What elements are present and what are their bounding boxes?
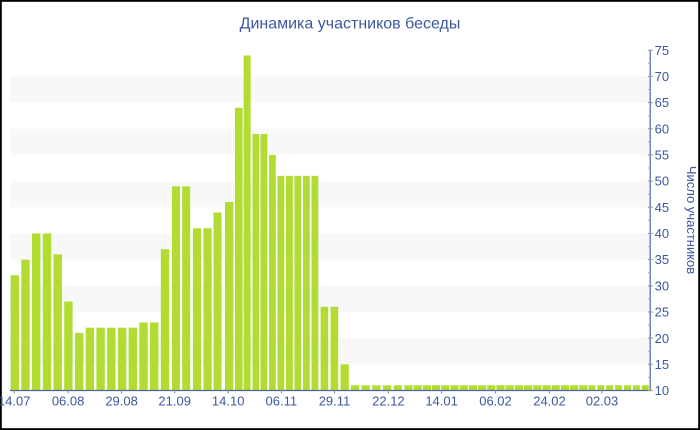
svg-text:29.11: 29.11 (319, 394, 351, 409)
svg-text:70: 70 (655, 69, 669, 84)
svg-text:20: 20 (655, 331, 669, 346)
svg-text:24.02: 24.02 (533, 394, 566, 409)
svg-text:40: 40 (655, 226, 669, 241)
svg-text:14.01: 14.01 (425, 394, 458, 409)
svg-text:06.02: 06.02 (479, 394, 512, 409)
svg-text:25: 25 (655, 305, 669, 320)
svg-text:50: 50 (655, 174, 669, 189)
svg-text:30: 30 (655, 278, 669, 293)
svg-text:06.08: 06.08 (52, 394, 85, 409)
svg-text:Динамика участников беседы: Динамика участников беседы (240, 16, 461, 33)
svg-text:Число участников: Число участников (684, 166, 699, 274)
svg-text:02.03: 02.03 (586, 394, 619, 409)
svg-text:22.12: 22.12 (372, 394, 405, 409)
svg-text:14.07: 14.07 (0, 394, 30, 409)
svg-text:10: 10 (655, 383, 669, 398)
svg-text:29.08: 29.08 (105, 394, 138, 409)
svg-text:21.09: 21.09 (158, 394, 191, 409)
svg-text:14.10: 14.10 (212, 394, 245, 409)
svg-text:35: 35 (655, 252, 669, 267)
svg-text:06.11: 06.11 (266, 394, 298, 409)
svg-text:45: 45 (655, 200, 669, 215)
svg-text:75: 75 (655, 43, 669, 58)
svg-text:15: 15 (655, 357, 669, 372)
svg-text:65: 65 (655, 95, 669, 110)
svg-text:55: 55 (655, 148, 669, 163)
svg-text:60: 60 (655, 121, 669, 136)
